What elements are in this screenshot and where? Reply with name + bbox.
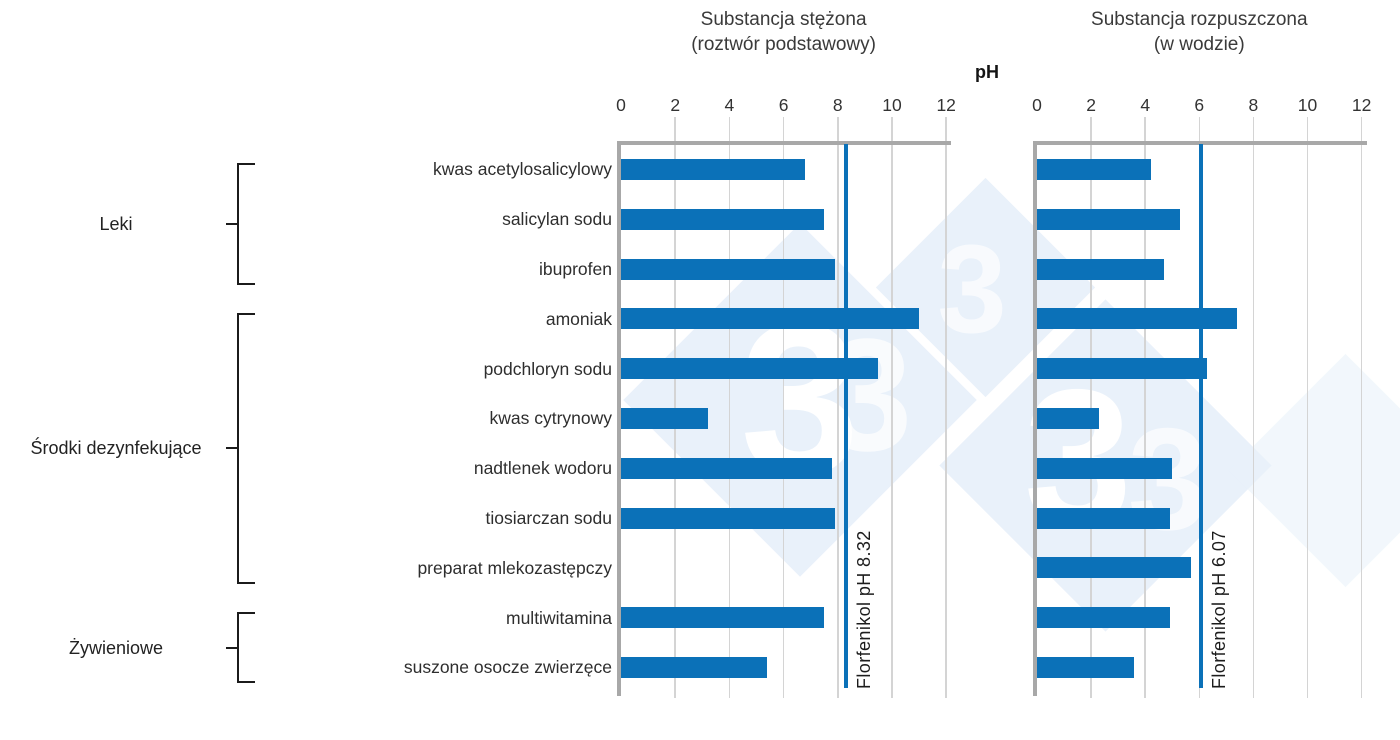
tick-label: 0 — [616, 95, 626, 115]
tick-label: 2 — [670, 95, 681, 115]
bar-ibuprofen — [621, 258, 836, 280]
bar-multiwitamina — [621, 607, 825, 629]
group-bracket-leki — [226, 223, 237, 226]
group-bracket-srodki-dezynfekujace — [237, 312, 255, 315]
tick-label: 10 — [1297, 95, 1318, 115]
group-label-zywieniowe: Żywieniowe — [68, 637, 164, 658]
group-bracket-srodki-dezynfekujace — [226, 447, 237, 450]
panel-title: Substancja rozpuszczona — [1091, 9, 1308, 30]
group-bracket-zywieniowe — [237, 611, 255, 614]
tick-label: 4 — [1140, 95, 1151, 115]
gridline — [728, 117, 731, 698]
group-bracket-leki — [237, 163, 255, 166]
group-bracket-leki — [237, 163, 239, 285]
bar-amoniak — [1037, 308, 1238, 330]
ref-line-label: Florfenikol pH 8.32 — [854, 530, 875, 690]
category-label-podchloryn-sodu: podchloryn sodu — [483, 358, 612, 379]
category-label-kwas-acetylosalicylowy: kwas acetylosalicylowy — [433, 159, 612, 180]
bar-salicylan-sodu — [621, 208, 825, 230]
tick-label: 10 — [882, 95, 902, 115]
group-bracket-zywieniowe — [237, 611, 239, 684]
bar-podchloryn-sodu — [1037, 358, 1208, 380]
group-bracket-srodki-dezynfekujace — [237, 581, 255, 584]
category-label-preparat-mlekozastepczy: preparat mlekozastępczy — [417, 557, 612, 578]
gridline — [782, 117, 785, 698]
panel-title: (w wodzie) — [1153, 34, 1245, 55]
ref-line — [1199, 143, 1204, 689]
ref-line-label: Florfenikol pH 6.07 — [1209, 530, 1230, 690]
y-axis-line — [616, 140, 621, 696]
category-label-tiosiarczan-sodu: tiosiarczan sodu — [485, 508, 612, 528]
category-label-multiwitamina: multiwitamina — [506, 607, 612, 628]
tick-label: 8 — [832, 95, 843, 115]
x-axis-line — [617, 140, 952, 145]
panel-title: Substancja stężona — [700, 9, 867, 30]
group-bracket-srodki-dezynfekujace — [237, 312, 239, 584]
category-label-suszone-osocze-zwierzece: suszone osocze zwierzęce — [403, 657, 612, 678]
category-label-amoniak: amoniak — [545, 308, 612, 329]
bar-preparat-mlekozastepczy — [1037, 557, 1192, 579]
tick-label: 12 — [1351, 95, 1372, 115]
tick-label: 4 — [724, 95, 735, 115]
watermark-digit: 3 — [937, 219, 1007, 359]
bar-kwas-cytrynowy — [1037, 407, 1100, 429]
category-label-ibuprofen: ibuprofen — [539, 259, 612, 279]
bar-suszone-osocze-zwierzece — [1037, 656, 1135, 678]
gridline — [1306, 117, 1309, 698]
gridline — [1090, 117, 1092, 698]
gridline — [1144, 117, 1146, 698]
bar-suszone-osocze-zwierzece — [621, 656, 768, 678]
category-label-salicylan-sodu: salicylan sodu — [502, 209, 612, 230]
category-label-nadtlenek-wodoru: nadtlenek wodoru — [473, 458, 612, 479]
group-label-leki: Leki — [99, 214, 133, 235]
panel-title: (roztwór podstawowy) — [691, 34, 876, 55]
tick-label: 6 — [1194, 95, 1205, 115]
tick-label: 6 — [778, 95, 789, 115]
x-axis-line — [1033, 140, 1367, 145]
bar-kwas-acetylosalicylowy — [621, 158, 806, 180]
bar-tiosiarczan-sodu — [621, 507, 836, 529]
bar-multiwitamina — [1037, 607, 1170, 629]
tick-label: 0 — [1032, 95, 1042, 115]
bar-kwas-acetylosalicylowy — [1037, 158, 1151, 180]
bar-tiosiarczan-sodu — [1037, 507, 1170, 529]
bar-salicylan-sodu — [1037, 208, 1181, 230]
group-bracket-leki — [237, 283, 255, 285]
gridline — [1252, 117, 1255, 698]
bar-nadtlenek-wodoru — [1037, 457, 1173, 479]
tick-label: 12 — [936, 95, 956, 115]
bar-nadtlenek-wodoru — [621, 457, 833, 479]
gridline — [837, 117, 839, 698]
gridline — [1360, 117, 1363, 698]
watermark-digit: 3 — [1127, 398, 1209, 561]
category-label-kwas-cytrynowy: kwas cytrynowy — [489, 408, 612, 429]
group-label-srodki-dezynfekujace: Środki dezynfekujące — [30, 438, 202, 459]
bar-amoniak — [621, 308, 920, 330]
gridline — [945, 117, 947, 698]
ref-line — [844, 143, 849, 689]
group-bracket-zywieniowe — [226, 646, 237, 649]
bar-kwas-cytrynowy — [621, 407, 708, 429]
bar-ibuprofen — [1037, 258, 1165, 280]
ph-axis-label: pH — [975, 62, 999, 82]
tick-label: 2 — [1086, 95, 1096, 115]
group-bracket-zywieniowe — [237, 681, 255, 684]
gridline — [674, 117, 676, 698]
y-axis-line — [1032, 140, 1037, 696]
tick-label: 8 — [1248, 95, 1259, 115]
bar-podchloryn-sodu — [621, 358, 879, 380]
gridline — [891, 117, 893, 698]
